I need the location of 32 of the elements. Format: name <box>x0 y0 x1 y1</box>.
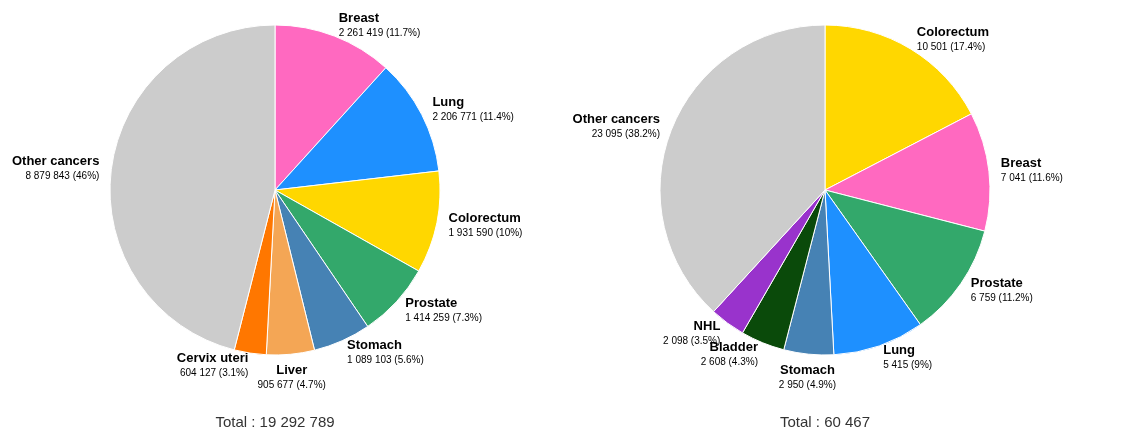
slice-label: Colorectum <box>916 23 990 39</box>
data-label: 1 089 103 (5.6%) <box>347 353 424 365</box>
data-label: 905 677 (4.7%) <box>257 379 326 391</box>
slice-label: Liver <box>276 362 308 378</box>
slice-label: Stomach <box>347 336 403 352</box>
slice-label: Prostate <box>405 294 458 310</box>
data-label: 1 931 590 (10%) <box>448 226 523 238</box>
data-label: 10 501 (17.4%) <box>916 40 986 52</box>
text: Total : 19 292 789 <box>215 413 335 430</box>
data-label: 6 759 (11.2%) <box>970 292 1033 304</box>
data-label: 2 206 771 (11.4%) <box>432 111 514 123</box>
data-label: 7 041 (11.6%) <box>1000 171 1063 183</box>
slice-label: Cervix uteri <box>176 349 249 365</box>
slice-label: NHL <box>693 317 721 333</box>
text: Total : 60 467 <box>779 413 871 430</box>
slice-label: Lung <box>883 342 916 358</box>
slice-label: Lung <box>432 94 465 110</box>
slice-label: Breast <box>338 9 380 25</box>
data-label: 23 095 (38.2%) <box>591 127 661 139</box>
data-label: 8 879 843 (46%) <box>25 169 100 181</box>
slice-label: Prostate <box>970 275 1023 291</box>
data-label: 2 261 419 (11.7%) <box>338 26 421 38</box>
slice-label: Other cancers <box>11 152 100 168</box>
slice-label: Colorectum <box>448 209 521 225</box>
data-label: 1 414 259 (7.3%) <box>405 311 482 323</box>
data-label: 2 950 (4.9%) <box>778 379 837 391</box>
data-label: 5 415 (9%) <box>883 359 933 371</box>
slice-label: Other cancers <box>572 110 661 126</box>
slice-label: Stomach <box>779 362 835 378</box>
data-label: 604 127 (3.1%) <box>179 366 249 378</box>
data-label: 2 608 (4.3%) <box>700 355 758 367</box>
slice-label: Breast <box>1000 154 1042 170</box>
